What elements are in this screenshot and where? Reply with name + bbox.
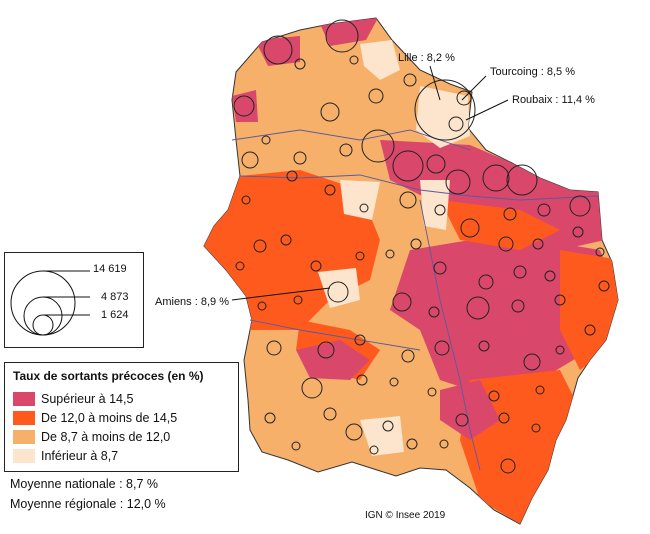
source-credit: IGN © Insee 2019 xyxy=(365,510,446,521)
legend-item: De 12,0 à moins de 14,5 xyxy=(13,408,232,427)
size-legend-value-large: 14 619 xyxy=(93,263,127,275)
callout-tourcoing: Tourcoing : 8,5 % xyxy=(490,66,575,78)
size-legend-value-medium: 4 873 xyxy=(101,291,129,303)
zone-light-north xyxy=(360,40,400,80)
color-legend: Taux de sortants précoces (en %) Supérie… xyxy=(4,362,239,472)
national-average: Moyenne nationale : 8,7 % xyxy=(10,477,159,491)
callout-roubaix: Roubaix : 11,4 % xyxy=(512,94,595,106)
regional-average: Moyenne régionale : 12,0 % xyxy=(10,497,166,511)
circle-size-legend: 14 619 4 873 1 624 xyxy=(4,252,144,348)
legend-item: Supérieur à 14,5 xyxy=(13,389,232,408)
lille-circle xyxy=(414,79,476,141)
legend-label: De 8,7 à moins de 12,0 xyxy=(41,429,171,444)
zone-coast-pink-2 xyxy=(320,18,378,46)
legend-swatch xyxy=(13,410,35,425)
legend-title: Taux de sortants précoces (en %) xyxy=(13,369,204,383)
zone-light-lille xyxy=(416,86,470,148)
legend-label: Inférieur à 8,7 xyxy=(41,448,119,463)
legend-label: Supérieur à 14,5 xyxy=(41,391,134,406)
zone-light-amiens xyxy=(318,268,360,308)
callout-amiens: Amiens : 8,9 % xyxy=(155,296,229,308)
zone-east-edge xyxy=(560,250,618,370)
zone-light-center xyxy=(340,180,380,220)
zone-sw-pink xyxy=(296,340,370,380)
zone-northeast xyxy=(380,140,605,250)
legend-swatch xyxy=(13,391,35,406)
legend-swatch xyxy=(13,429,35,444)
legend-label: De 12,0 à moins de 14,5 xyxy=(41,410,178,425)
legend-item: Inférieur à 8,7 xyxy=(13,446,232,465)
size-legend-value-small: 1 624 xyxy=(101,309,129,321)
callout-lille: Lille : 8,2 % xyxy=(398,52,455,64)
amiens-circle xyxy=(327,281,349,303)
department-borders xyxy=(231,129,599,471)
callout-leaders xyxy=(231,65,509,301)
circle-size-symbols xyxy=(10,270,90,336)
commune-circles xyxy=(233,19,610,474)
legend-swatch xyxy=(13,448,35,463)
zone-south-pink xyxy=(440,380,500,440)
legend-item: De 8,7 à moins de 12,0 xyxy=(13,427,232,446)
